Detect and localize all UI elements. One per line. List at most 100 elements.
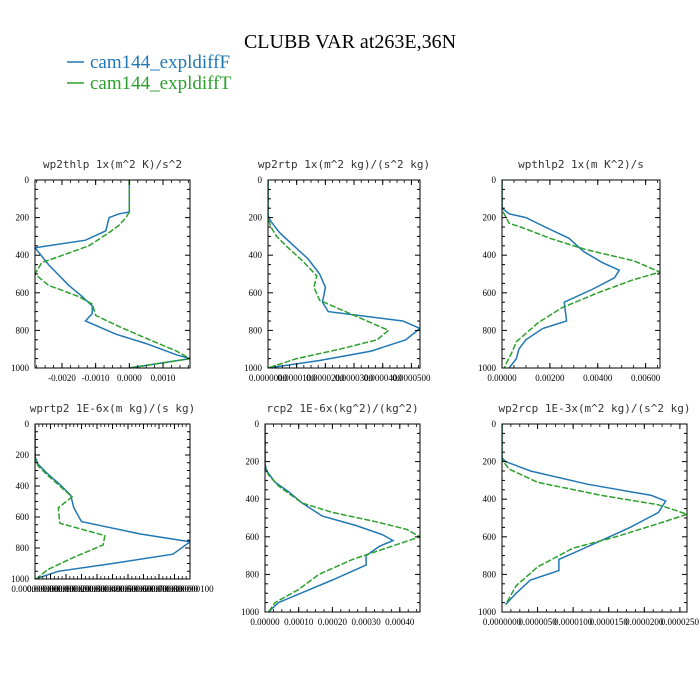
y-tick-label: 1000 (11, 574, 30, 584)
y-tick-label: 600 (483, 532, 497, 542)
y-tick-label: 400 (16, 250, 30, 260)
series-line-cam144-expldiffT (268, 180, 390, 368)
x-tick-label: -0.0010 (82, 373, 110, 383)
panel-6: wp2rcp 1E-3x(m^2 kg)/(s^2 kg)0 200 400 600 8… (478, 402, 700, 627)
series-line-cam144-expldiffF (502, 180, 621, 368)
x-tick-label: 0.0000500 (392, 373, 431, 383)
y-tick-label: 800 (483, 325, 497, 335)
x-tick-label: 0.000000020 (42, 584, 90, 594)
panel-4: wprtp2 1E-6x(m kg)/(s kg)0 200 400 600 800 10… (11, 402, 214, 594)
y-tick-label: 800 (16, 325, 30, 335)
x-tick-label: 0.000000080 (135, 584, 183, 594)
x-tick-label: 0.00020 (318, 617, 348, 627)
x-tick-label: 0.0000100 (554, 617, 593, 627)
series-line-cam144-expldiffF (35, 424, 190, 579)
y-tick-label: 600 (16, 512, 30, 522)
x-tick-label: 0.0000200 (306, 373, 345, 383)
x-tick-label: 0.0000 (117, 373, 142, 383)
x-tick-label: 0.00010 (284, 617, 314, 627)
series-line-cam144-expldiffT (265, 424, 420, 612)
y-tick-label: 1000 (478, 363, 497, 373)
x-tick-label: 0.0010 (151, 373, 176, 383)
x-tick-label: 0.000000050 (89, 584, 137, 594)
x-tick-label: 0.000000100 (166, 584, 214, 594)
x-tick-label: 0.0000250 (661, 617, 700, 627)
x-tick-label: 0.0000100 (278, 373, 317, 383)
series-line-cam144-expldiffF (265, 424, 395, 612)
series-line-cam144-expldiffF (502, 424, 667, 606)
x-tick-label: -0.0020 (48, 373, 76, 383)
series-group (502, 180, 660, 368)
x-tick-label: 0.00000 (487, 373, 517, 383)
x-tick-label: 0.000000010 (27, 584, 75, 594)
legend-label-expldiffT: cam144_expldiffT (90, 73, 231, 94)
panel-5: rcp2 1E-6x(kg^2)/(kg^2) 0 200 400 600 800 1000… (241, 402, 421, 627)
panel-title: wpthlp2 1x(m K^2)/s (518, 158, 644, 171)
y-tick-label: 1000 (11, 363, 30, 373)
x-tick-label: 0.00040 (385, 617, 415, 627)
panel-title: wprtp2 1E-6x(m kg)/(s kg) (30, 402, 196, 415)
panel-1: wp2thlp 1x(m^2 K)/s^2 0 200 400 600 800 1000 -0… (11, 158, 191, 383)
x-tick-label: 0.00030 (351, 617, 381, 627)
y-tick-label: 800 (246, 569, 260, 579)
y-tick-label: 200 (483, 457, 497, 467)
series-group (35, 180, 190, 368)
y-tick-label: 600 (249, 288, 263, 298)
series-line-cam144-expldiffF (35, 180, 190, 368)
x-tick-label: 0.0000300 (335, 373, 374, 383)
y-tick-label: 0 (258, 175, 263, 185)
x-tick-label: 0.0000200 (625, 617, 664, 627)
y-tick-label: 200 (16, 450, 30, 460)
x-tick-label: 0.0000000 (483, 617, 522, 627)
y-tick-label: 1000 (244, 363, 263, 373)
series-line-cam144-expldiffF (268, 180, 420, 368)
y-tick-label: 400 (249, 250, 263, 260)
y-tick-label: 600 (16, 288, 30, 298)
y-tick-label: 0 (25, 419, 30, 429)
y-tick-label: 600 (483, 288, 497, 298)
y-tick-label: 0 (492, 419, 497, 429)
x-tick-label: 0.000000090 (151, 584, 199, 594)
y-tick-label: 1000 (478, 607, 497, 617)
y-tick-label: 800 (483, 569, 497, 579)
x-tick-label: 0.000000060 (104, 584, 152, 594)
y-tick-label: 0 (492, 175, 497, 185)
x-tick-label: 0.0000050 (518, 617, 557, 627)
x-tick-label: 0.0000000 (249, 373, 288, 383)
series-line-cam144-expldiffT (35, 424, 106, 579)
y-tick-label: 800 (16, 543, 30, 553)
x-tick-label: 0.00200 (535, 373, 565, 383)
series-group (35, 424, 190, 579)
panel-title: wp2thlp 1x(m^2 K)/s^2 (43, 158, 182, 171)
y-tick-label: 600 (246, 532, 260, 542)
y-tick-label: 400 (483, 250, 497, 260)
y-tick-label: 800 (249, 325, 263, 335)
y-tick-label: 400 (246, 494, 260, 504)
plot-frame (264, 423, 421, 613)
y-tick-label: 0 (25, 175, 30, 185)
series-group (268, 180, 420, 368)
x-tick-label: 0.000000030 (58, 584, 106, 594)
y-tick-label: 1000 (241, 607, 260, 617)
y-tick-label: 0 (255, 419, 260, 429)
series-group (265, 424, 420, 612)
legend-label-expldiffF: cam144_expldiffF (90, 52, 230, 73)
series-line-cam144-expldiffT (502, 424, 687, 605)
y-tick-label: 200 (16, 213, 30, 223)
x-tick-label: 0.00000 (250, 617, 280, 627)
panels: wp2thlp 1x(m^2 K)/s^2 0 200 400 600 800 1000 -0… (11, 158, 700, 627)
series-group (502, 424, 687, 606)
x-tick-label: 0.0000150 (590, 617, 629, 627)
x-tick-label: 0.0000400 (364, 373, 403, 383)
series-line-cam144-expldiffT (35, 180, 190, 368)
y-tick-label: 200 (483, 213, 497, 223)
y-tick-label: 200 (249, 213, 263, 223)
x-tick-label: 0.000000070 (120, 584, 168, 594)
x-tick-label: 0.000000040 (73, 584, 121, 594)
panel-title: wp2rcp 1E-3x(m^2 kg)/(s^2 kg) (498, 402, 690, 415)
x-tick-label: 0.00600 (631, 373, 661, 383)
panel-2: wp2rtp 1x(m^2 kg)/(s^2 kg) 0 200 400 600 800 1… (244, 158, 431, 383)
series-line-cam144-expldiffT (502, 180, 660, 368)
plot-frame (267, 179, 421, 369)
